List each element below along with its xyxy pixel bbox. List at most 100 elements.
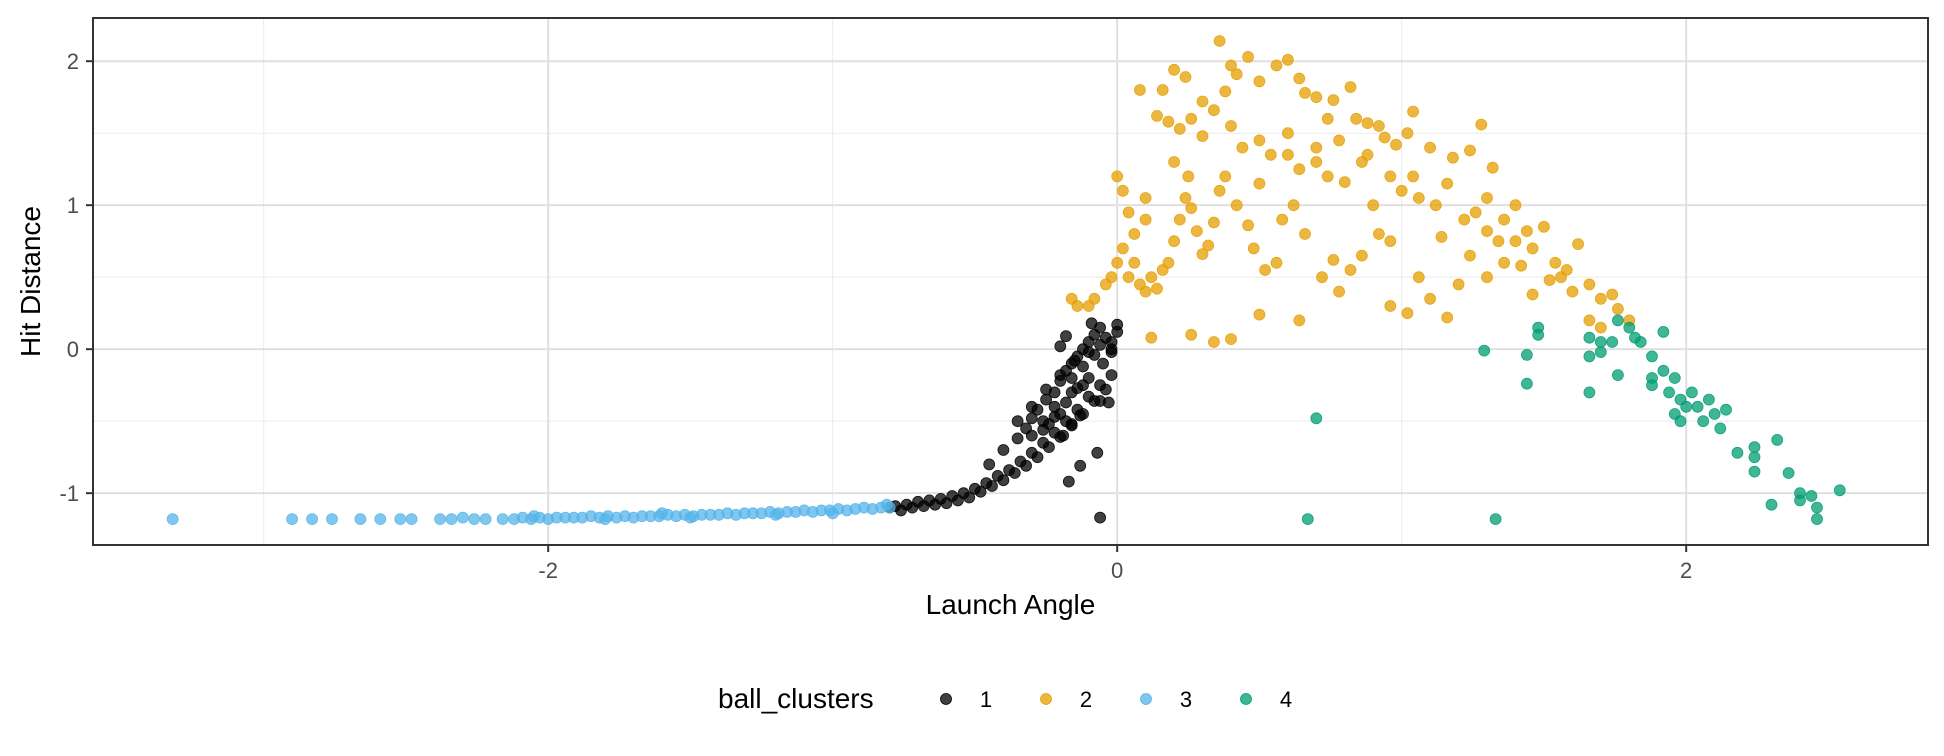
data-point-cluster-3 — [405, 513, 418, 525]
data-point-cluster-2 — [1230, 68, 1243, 81]
data-point-cluster-2 — [1344, 264, 1357, 276]
data-point-cluster-4 — [1771, 433, 1784, 446]
data-point-cluster-2 — [1583, 278, 1596, 291]
plot-border — [92, 17, 1929, 546]
data-point-cluster-1 — [983, 458, 996, 471]
data-point-cluster-2 — [1401, 307, 1414, 320]
data-point-cluster-2 — [1242, 51, 1254, 63]
data-point-cluster-2 — [1253, 75, 1266, 88]
data-point-cluster-4 — [1606, 336, 1619, 348]
data-point-cluster-4 — [1594, 336, 1607, 348]
data-point-cluster-4 — [1833, 484, 1846, 497]
data-point-cluster-2 — [1424, 292, 1436, 305]
data-point-cluster-2 — [1424, 141, 1436, 154]
data-point-cluster-3 — [826, 507, 839, 520]
data-point-cluster-2 — [1310, 91, 1323, 104]
data-point-cluster-1 — [1111, 325, 1124, 338]
data-point-cluster-1 — [1011, 415, 1024, 428]
major-gridlines — [93, 18, 1928, 545]
legend-label-3: 3 — [1180, 687, 1192, 712]
data-point-cluster-2 — [1162, 115, 1175, 128]
data-point-cluster-2 — [1447, 151, 1459, 164]
data-point-cluster-2 — [1128, 228, 1141, 240]
data-point-cluster-2 — [1247, 242, 1260, 255]
data-point-cluster-4 — [1583, 386, 1596, 399]
data-point-cluster-3 — [166, 513, 179, 525]
data-point-cluster-2 — [1122, 206, 1135, 219]
data-point-cluster-2 — [1441, 311, 1454, 324]
data-point-cluster-4 — [1720, 403, 1732, 416]
data-point-cluster-2 — [1401, 127, 1414, 140]
data-point-cluster-4 — [1301, 513, 1314, 525]
data-point-cluster-2 — [1208, 216, 1220, 229]
data-point-cluster-4 — [1686, 386, 1698, 399]
y-tick-label: 2 — [67, 49, 79, 74]
data-point-cluster-2 — [1509, 199, 1522, 212]
data-point-cluster-2 — [1168, 235, 1180, 248]
data-point-cluster-2 — [1145, 331, 1158, 344]
data-point-cluster-3 — [528, 510, 540, 523]
data-point-cluster-1 — [1060, 396, 1072, 409]
data-point-cluster-2 — [1190, 225, 1203, 238]
data-point-cluster-2 — [1282, 53, 1294, 66]
data-point-cluster-2 — [1378, 131, 1391, 144]
data-point-cluster-2 — [1162, 256, 1175, 269]
data-point-cluster-2 — [1202, 239, 1215, 252]
data-point-cluster-4 — [1478, 344, 1491, 357]
data-point-cluster-2 — [1299, 87, 1311, 99]
data-point-cluster-2 — [1407, 170, 1419, 183]
data-point-cluster-2 — [1185, 328, 1198, 341]
data-point-cluster-3 — [286, 513, 299, 525]
data-point-cluster-2 — [1117, 184, 1129, 197]
data-point-cluster-2 — [1173, 122, 1186, 135]
data-point-cluster-2 — [1117, 242, 1129, 255]
data-point-cluster-4 — [1663, 386, 1675, 399]
data-point-cluster-4 — [1811, 501, 1823, 514]
data-point-cluster-2 — [1321, 112, 1334, 125]
data-point-cluster-4 — [1657, 364, 1670, 377]
data-point-cluster-2 — [1327, 253, 1340, 266]
data-point-cluster-1 — [997, 444, 1010, 456]
data-point-cluster-2 — [1145, 271, 1158, 284]
data-point-cluster-4 — [1748, 441, 1761, 454]
legend-key-4 — [1240, 693, 1252, 705]
data-point-cluster-2 — [1213, 184, 1226, 197]
data-point-cluster-2 — [1122, 271, 1135, 284]
data-point-cluster-1 — [1077, 379, 1089, 392]
minor-gridlines — [93, 18, 1928, 545]
data-point-cluster-2 — [1521, 225, 1533, 238]
data-point-cluster-1 — [1105, 336, 1118, 348]
data-point-cluster-3 — [880, 498, 893, 511]
data-point-cluster-2 — [1429, 199, 1442, 212]
x-tick-label: 2 — [1680, 558, 1692, 583]
data-point-cluster-3 — [354, 513, 367, 525]
data-point-cluster-2 — [1293, 72, 1306, 85]
data-point-cluster-2 — [1441, 177, 1454, 190]
data-point-cluster-2 — [1253, 308, 1266, 321]
data-point-cluster-1 — [1025, 412, 1038, 425]
data-point-cluster-2 — [1498, 256, 1510, 269]
data-point-cluster-4 — [1782, 467, 1795, 479]
data-point-cluster-2 — [1128, 256, 1141, 269]
data-point-cluster-1 — [974, 485, 987, 498]
data-point-cluster-3 — [394, 513, 407, 525]
y-axis-ticks: -1 0 1 2 — [59, 49, 93, 506]
data-point-cluster-2 — [1367, 199, 1380, 212]
data-point-cluster-2 — [1464, 249, 1476, 262]
data-point-cluster-1 — [1099, 383, 1112, 396]
data-point-cluster-4 — [1583, 350, 1596, 363]
data-point-cluster-2 — [1498, 213, 1510, 226]
data-point-cluster-4 — [1731, 446, 1744, 459]
data-point-cluster-2 — [1230, 199, 1243, 212]
data-point-cluster-1 — [1088, 348, 1101, 361]
data-point-cluster-2 — [1316, 271, 1328, 284]
data-point-cluster-1 — [1068, 354, 1081, 367]
data-point-cluster-1 — [1008, 467, 1021, 479]
data-point-cluster-4 — [1811, 513, 1823, 525]
data-point-cluster-2 — [1139, 285, 1152, 298]
data-point-cluster-4 — [1657, 325, 1670, 338]
data-point-cluster-2 — [1373, 228, 1385, 240]
legend-label-4: 4 — [1280, 687, 1292, 712]
legend-key-3 — [1140, 693, 1152, 705]
